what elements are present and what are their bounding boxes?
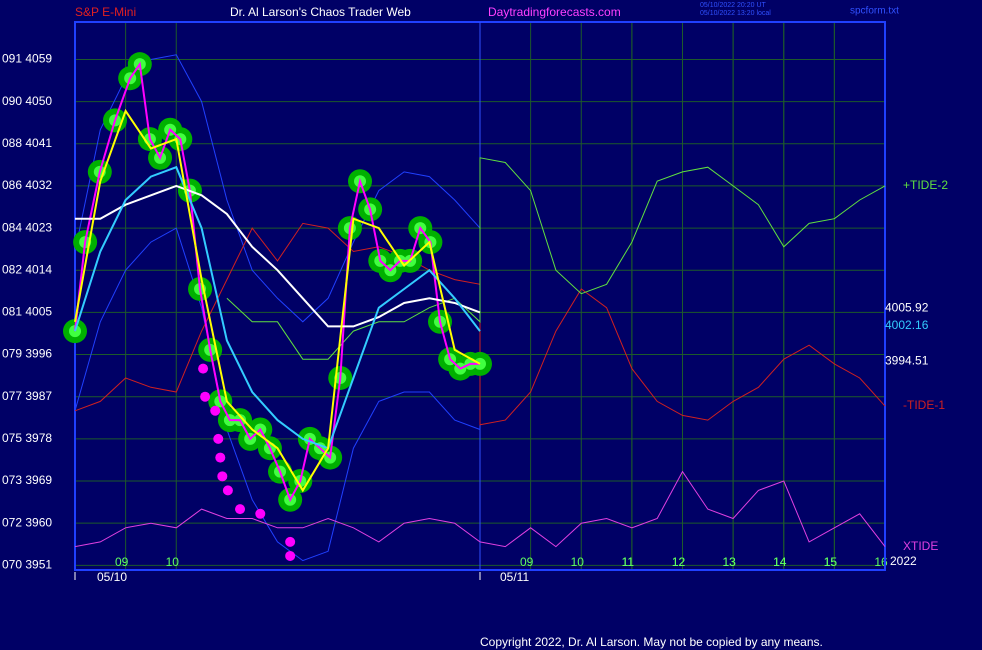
y-tick-label: 070 3951 [2,557,52,571]
series-line [74,227,481,562]
marker-dot [198,363,209,374]
y-tick-label: 082 4014 [2,262,52,276]
marker-dot [222,485,233,496]
marker-dot [215,452,226,463]
site: Daytradingforecasts.com [488,5,621,19]
price-halo-core [69,325,81,338]
timestamp: 05/10/2022 13:20 local [700,10,771,17]
x-tick-label: 11 [622,555,635,569]
symbol: S&P E-Mini [75,5,136,19]
x-tick-label: 11 [622,555,635,569]
series-line [75,184,481,328]
y-tick-label: 090 4050 [2,94,52,108]
x-tick-label: 12 [672,555,686,569]
x-tick-label: 10 [166,555,180,569]
y-tick-label: 077 3987 [2,389,52,403]
x-tick-label: 09 [520,555,534,569]
year-label: 2022 [890,554,917,568]
y-tick-label: 073 3969 [2,473,52,487]
y-tick-label: 081 4005 [2,305,52,319]
marker-dot [285,536,296,547]
marker-dot [217,471,228,482]
marker-dot [200,391,211,402]
x-tick-label: 15 [824,555,838,569]
series-line [74,108,481,493]
y-tick-label: 079 3996 [2,347,52,361]
end-value: 4005.92 [885,300,929,314]
end-value: 4002.16 [885,318,929,332]
date-label: 05/10 [97,570,127,584]
y-tick-label: 084 4023 [2,220,52,234]
x-tick-label: 09 [115,555,129,569]
end-value: 3994.51 [885,354,929,368]
y-tick-label: 091 4059 [2,52,52,66]
y-tick-label: 075 3978 [2,431,52,445]
series-line [74,165,481,450]
legend-label: XTIDE [903,539,938,553]
marker-dot [235,504,246,515]
series-line [226,157,886,360]
y-tick-label: 086 4032 [2,178,52,192]
chart-title: Dr. Al Larson's Chaos Trader Web [230,5,411,19]
marker-dot [255,508,266,519]
series-line [74,61,480,503]
y-tick-label: 088 4041 [2,136,52,150]
marker-dot [210,405,221,416]
x-tick-label: 14 [773,555,787,569]
x-tick-label: 10 [571,555,585,569]
legend-label: +TIDE-2 [903,178,948,192]
marker-dot [285,550,296,561]
date-label: 05/11 [500,570,529,584]
legend-label: -TIDE-1 [903,398,945,412]
x-tick-label: 13 [722,555,736,569]
timestamp: 05/10/2022 20:20 UT [700,2,766,9]
y-tick-label: 072 3960 [2,515,52,529]
series-line [74,470,886,548]
copyright: Copyright 2022, Dr. Al Larson. May not b… [480,635,823,649]
file-name: spcform.txt [850,6,899,17]
marker-dot [213,433,224,444]
